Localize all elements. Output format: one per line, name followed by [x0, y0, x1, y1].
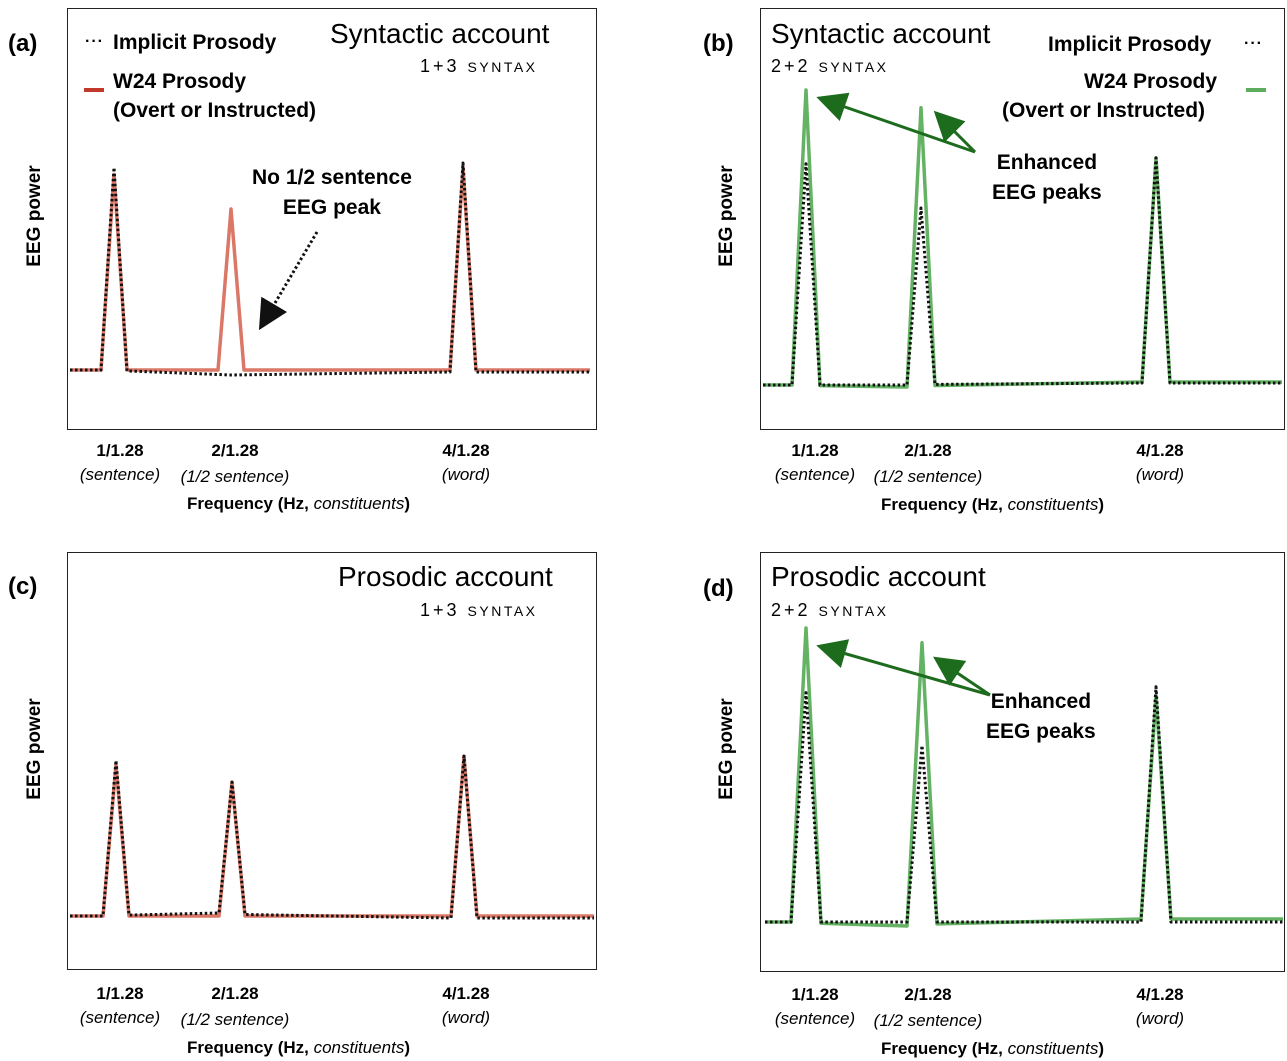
legend-w24-sublabel: (Overt or Instructed): [113, 99, 317, 122]
legend-w24-label: W24 Prosody: [113, 70, 247, 93]
legend-b-w24-green-swatch: [1246, 88, 1266, 92]
panel-a-xlabel: Frequency (Hz, constituents): [187, 494, 410, 513]
legend-b-w24-sublabel: (Overt or Instructed): [1002, 99, 1206, 122]
panel-c-title: Prosodic account: [338, 561, 553, 592]
panel-d-xlabel: Frequency (Hz, constituents): [881, 1039, 1104, 1058]
panel-c-xlabel: Frequency (Hz, constituents): [187, 1038, 410, 1057]
panel-c-frame: [67, 552, 597, 970]
panel-b-subtitle: 2+2 Syntax: [771, 56, 889, 76]
panel-a-tick-1: 1/1.28 (sentence): [79, 441, 161, 484]
panel-a-arrow: [258, 231, 319, 331]
panel-b-frame: [760, 8, 1285, 430]
panel-b-title: Syntactic account: [771, 18, 991, 49]
panel-c-tick-1: 1/1.28 (sentence): [79, 984, 161, 1027]
panel-b-xlabel: Frequency (Hz, constituents): [881, 495, 1104, 514]
panel-d-frame: [760, 552, 1285, 972]
legend-b-implicit-label: Implicit Prosody: [1048, 33, 1212, 56]
panel-d-tick-1: 1/1.28 (sentence): [774, 985, 856, 1028]
panel-a-subtitle: 1+3 Syntax: [420, 56, 538, 76]
panel-d-annotation: Enhanced EEG peaks: [986, 690, 1096, 743]
panel-a-tick-2: 2/1.28 (1/2 sentence): [180, 441, 290, 486]
legend-b-w24-label: W24 Prosody: [1084, 70, 1218, 93]
panel-a-title: Syntactic account: [330, 18, 550, 49]
panel-a-letter: (a): [8, 30, 38, 57]
panel-c-tick-2: 2/1.28 (1/2 sentence): [180, 984, 290, 1029]
legend-b-implicit-dots: ···: [1244, 35, 1263, 52]
panel-b-tick-1: 1/1.28 (sentence): [774, 441, 856, 484]
panel-a-tick-3: 4/1.28 (word): [441, 441, 491, 484]
panel-b-arrow-2: [933, 110, 977, 154]
panel-b-tick-3: 4/1.28 (word): [1135, 441, 1185, 484]
panel-a-frame: [67, 8, 597, 430]
panel-b-annotation: Enhanced EEG peaks: [992, 151, 1102, 204]
legend-implicit-dots: ···: [85, 33, 104, 50]
panel-b-arrow-1: [816, 92, 976, 154]
panel-d-tick-2: 2/1.28 (1/2 sentence): [873, 985, 983, 1030]
panel-b-letter: (b): [703, 30, 734, 57]
panel-c-tick-3: 4/1.28 (word): [441, 984, 491, 1027]
panel-b-ylabel: EEG power: [716, 165, 737, 267]
panel-a-annotation: No 1/2 sentence EEG peak: [252, 166, 412, 219]
panel-d-ylabel: EEG power: [716, 698, 737, 800]
legend-w24-red-swatch: [84, 88, 104, 92]
panel-d-letter: (d): [703, 575, 734, 602]
panel-b-tick-2: 2/1.28 (1/2 sentence): [873, 441, 983, 486]
panel-a-series-implicit: [70, 161, 590, 377]
panel-d-title: Prosodic account: [771, 561, 986, 592]
panel-c-subtitle: 1+3 Syntax: [420, 600, 538, 620]
panel-c-letter: (c): [8, 573, 38, 600]
panel-d-subtitle: 2+2 Syntax: [771, 600, 889, 620]
panel-c-ylabel: EEG power: [24, 698, 45, 800]
panel-d-arrow-1: [816, 639, 991, 697]
panel-d-tick-3: 4/1.28 (word): [1135, 985, 1185, 1028]
panel-a-ylabel: EEG power: [24, 165, 45, 267]
panel-d-arrow-2: [933, 656, 991, 697]
legend-implicit-label: Implicit Prosody: [113, 31, 277, 54]
